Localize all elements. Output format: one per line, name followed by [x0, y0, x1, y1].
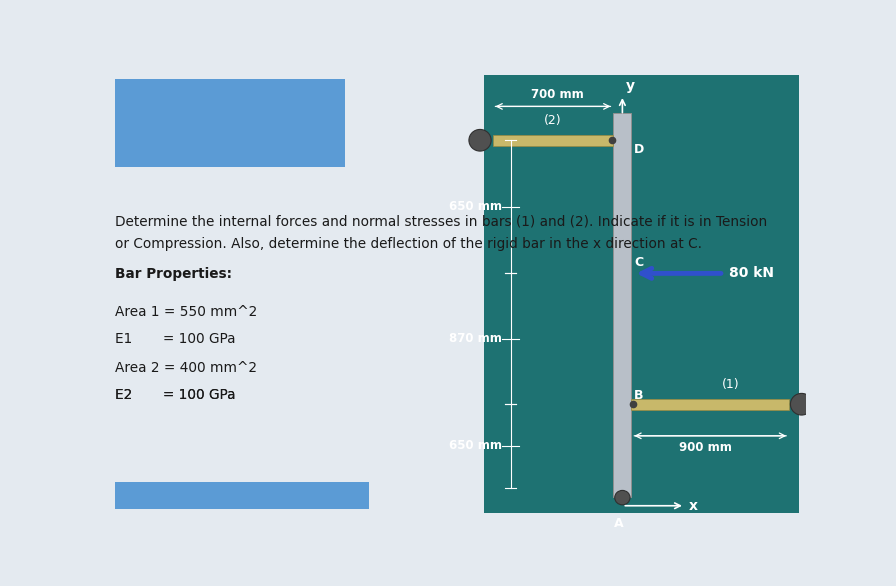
Text: 700 mm: 700 mm [531, 88, 584, 101]
Text: Bar Properties:: Bar Properties: [116, 267, 232, 281]
Text: 80 kN: 80 kN [729, 267, 774, 280]
Text: (2): (2) [544, 114, 562, 127]
Text: 870 mm: 870 mm [450, 332, 503, 345]
Text: Area 1 = 550 mm^2: Area 1 = 550 mm^2 [116, 305, 258, 319]
Ellipse shape [615, 490, 630, 505]
Text: or Compression. Also, determine the deflection of the rigid bar in the x directi: or Compression. Also, determine the defl… [116, 237, 702, 251]
Text: C: C [634, 256, 643, 269]
Bar [632, 399, 789, 410]
Text: 900 mm: 900 mm [679, 441, 732, 454]
Bar [116, 79, 345, 168]
Text: A: A [614, 517, 624, 530]
Text: Area 2 = 400 mm^2: Area 2 = 400 mm^2 [116, 362, 257, 376]
Text: x: x [688, 499, 697, 513]
Text: E2       = 100 GPa: E2 = 100 GPa [116, 389, 236, 403]
Bar [614, 113, 632, 497]
Text: (1): (1) [722, 378, 740, 391]
Text: 650 mm: 650 mm [449, 440, 503, 452]
Text: B: B [634, 389, 643, 402]
Text: E1       = 100 GPa: E1 = 100 GPa [116, 332, 236, 346]
Ellipse shape [469, 130, 491, 151]
Text: D: D [634, 142, 644, 155]
Bar [493, 135, 614, 146]
Text: y: y [626, 79, 635, 93]
Text: 650 mm: 650 mm [449, 200, 503, 213]
Ellipse shape [790, 393, 813, 415]
Bar [484, 75, 799, 513]
Text: Determine the internal forces and normal stresses in bars (1) and (2). Indicate : Determine the internal forces and normal… [116, 214, 768, 229]
Text: E2       = 100 GPa: E2 = 100 GPa [116, 389, 236, 403]
Bar [116, 482, 369, 509]
